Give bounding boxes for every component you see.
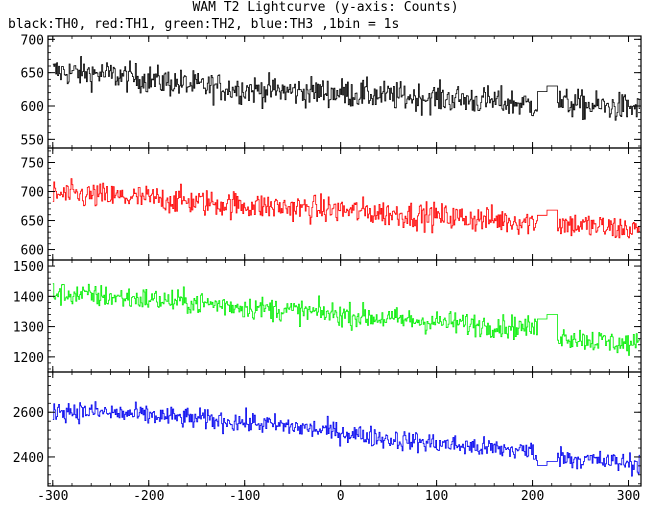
x-tick-label: 200 — [521, 489, 544, 504]
x-tick-label: 0 — [337, 489, 345, 504]
series-line-th1 — [52, 178, 640, 239]
chart-title: WAM T2 Lightcurve (y-axis: Counts) — [192, 0, 459, 15]
y-tick-label: 750 — [21, 157, 44, 172]
y-tick-label: 600 — [21, 100, 44, 115]
y-tick-label: 600 — [21, 244, 44, 259]
chart-subtitle: black:TH0, red:TH1, green:TH2, blue:TH3 … — [8, 17, 400, 32]
x-tick-label: 300 — [617, 489, 640, 504]
y-tick-label: 2600 — [13, 406, 44, 421]
series-line-th3 — [52, 401, 640, 477]
y-tick-label: 1500 — [13, 260, 44, 275]
panel-frame-th3 — [47, 371, 642, 487]
y-tick-label: 700 — [21, 186, 44, 201]
x-tick-label: -100 — [229, 489, 260, 504]
y-tick-label: 2400 — [13, 451, 44, 466]
y-tick-label: 650 — [21, 215, 44, 230]
y-tick-label: 550 — [21, 133, 44, 148]
x-tick-label: -200 — [133, 489, 164, 504]
series-line-th0 — [52, 56, 640, 121]
series-line-th2 — [52, 283, 640, 356]
x-tick-label: -300 — [37, 489, 68, 504]
y-tick-label: 1200 — [13, 351, 44, 366]
y-tick-label: 700 — [21, 33, 44, 48]
x-tick-label: 100 — [425, 489, 448, 504]
y-tick-label: 1400 — [13, 290, 44, 305]
y-tick-label: 1300 — [13, 321, 44, 336]
y-tick-label: 650 — [21, 67, 44, 82]
